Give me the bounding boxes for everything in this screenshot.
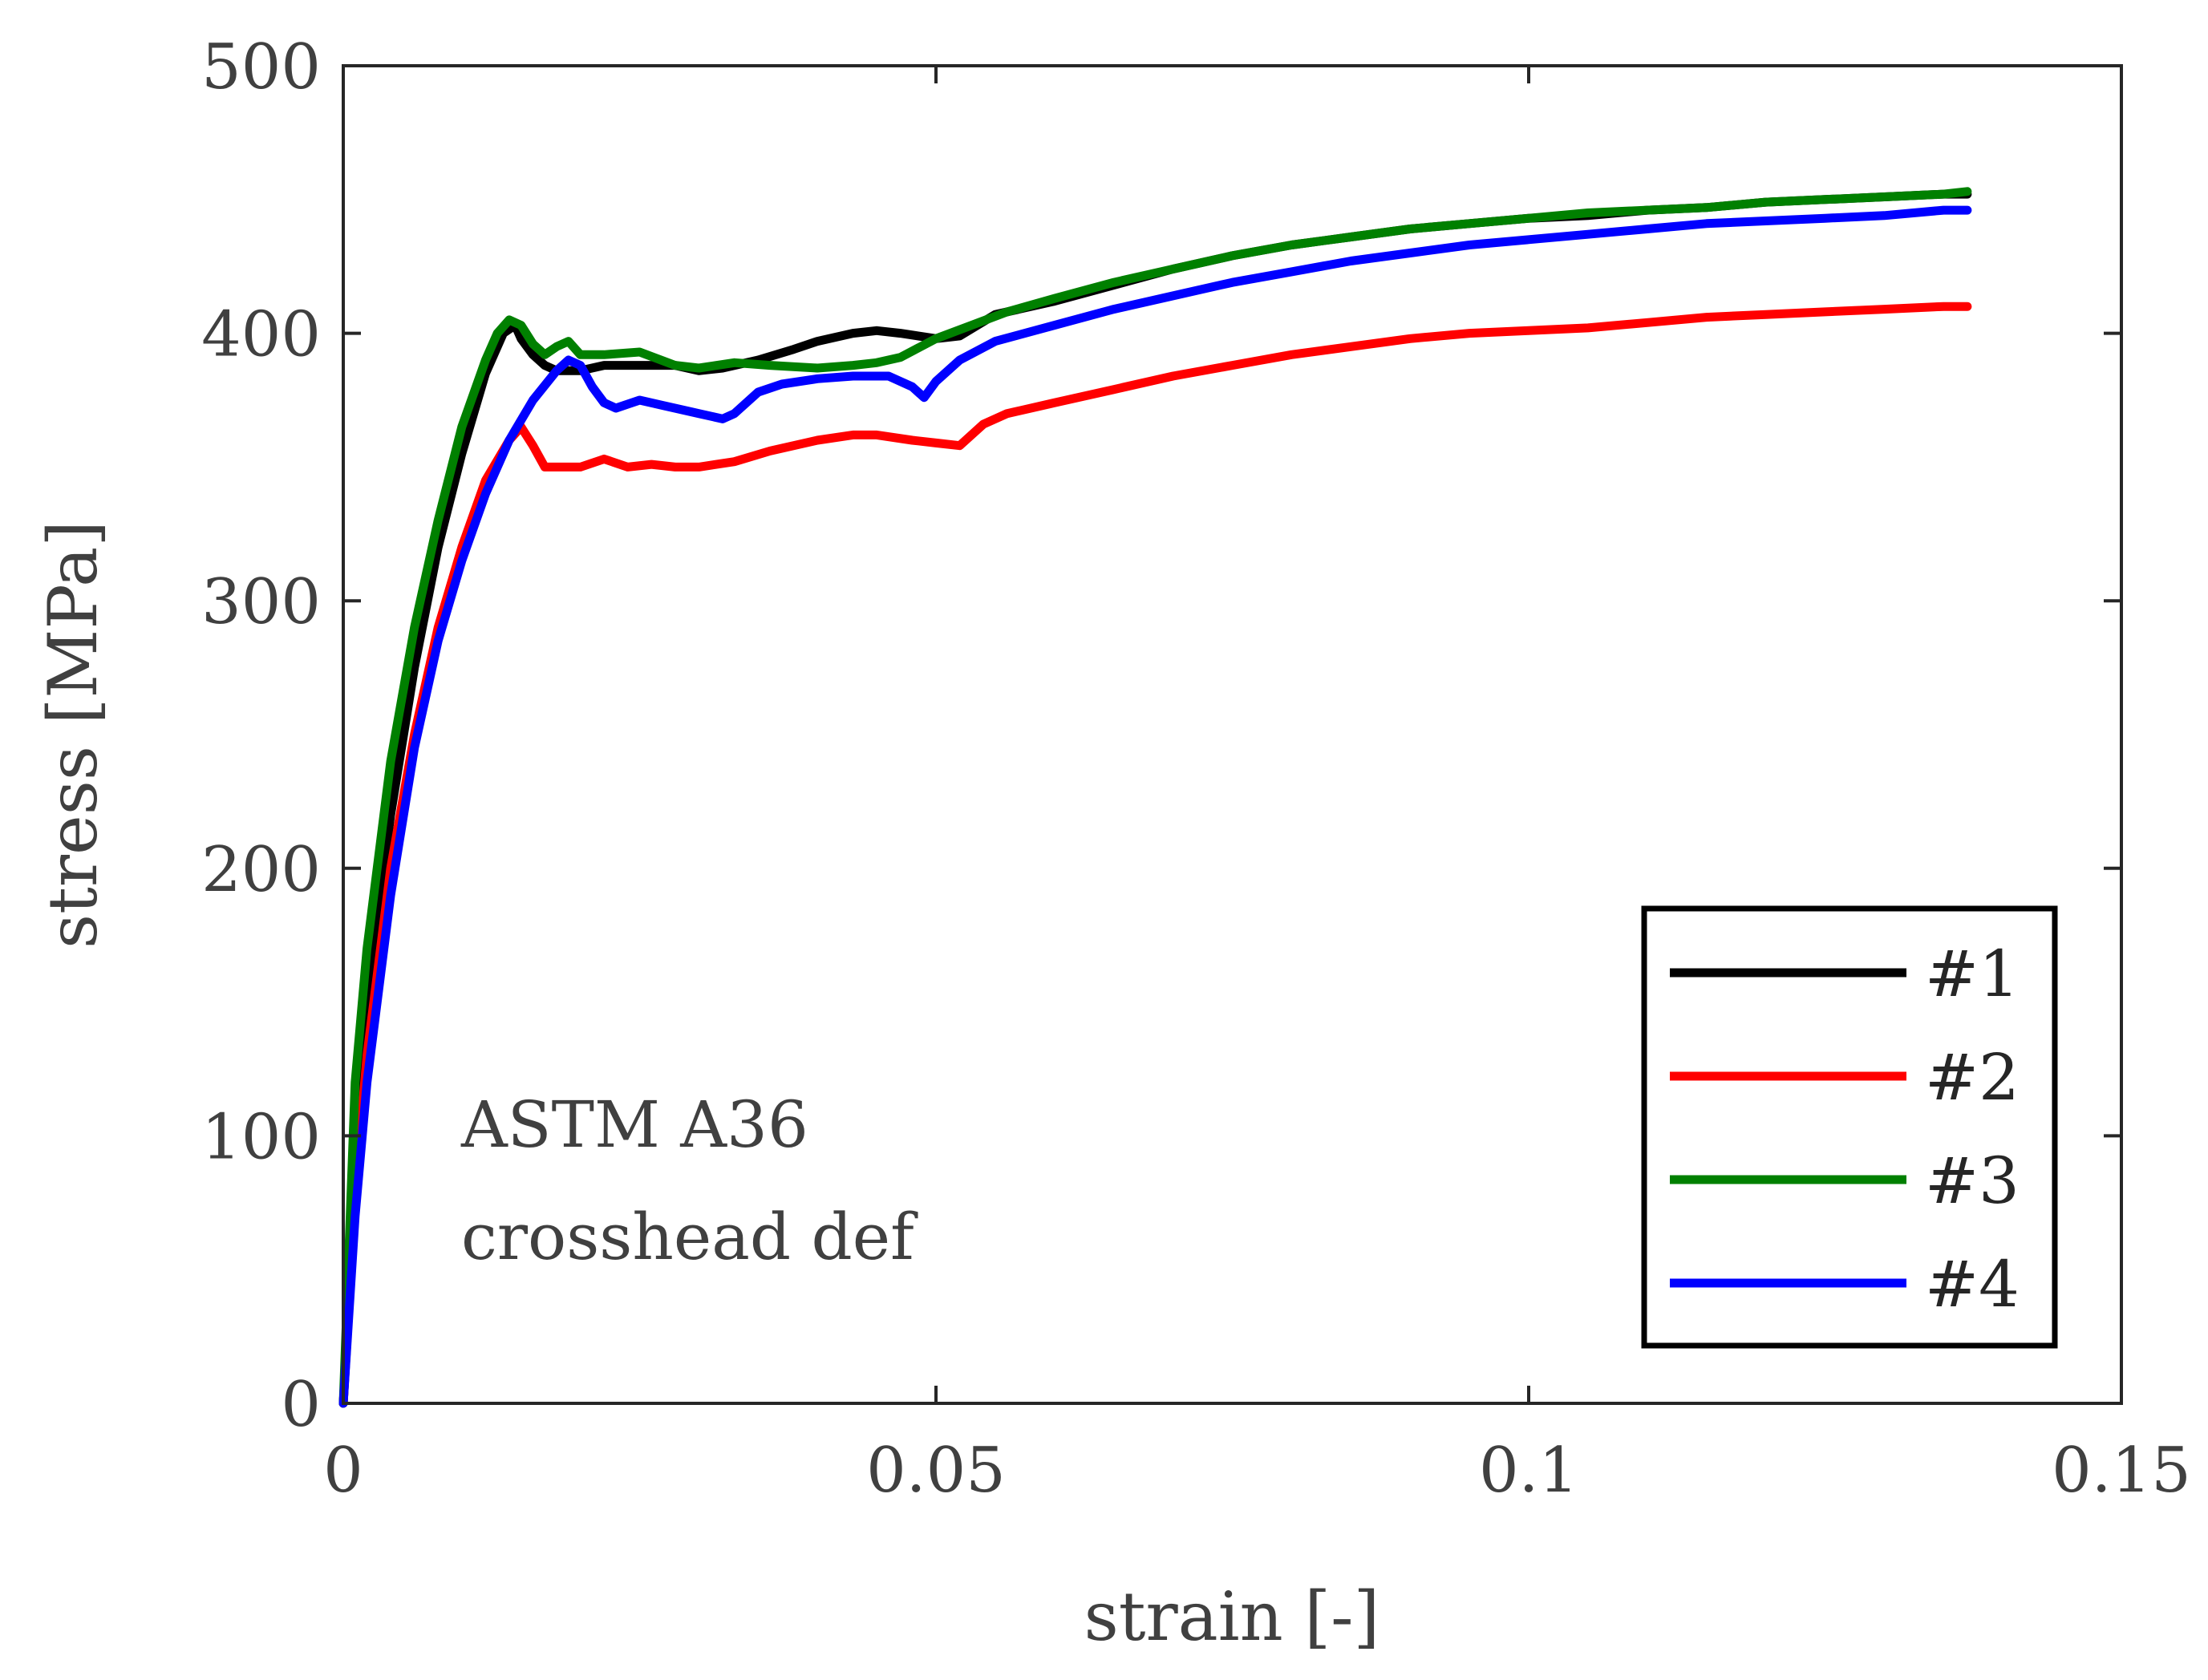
series-layer [338,187,1972,1408]
y-tick-label: 200 [201,834,321,906]
axes-box [342,64,2123,1405]
x-tick-label: 0.1 [1479,1435,1578,1507]
y-tick-label: 400 [201,299,321,371]
legend-label-4: #4 [1925,1247,2020,1322]
legend: #1 #2 #3 #4 [1641,905,2058,1349]
series-line-3 [338,187,1972,1408]
series-line-4 [338,205,1972,1408]
legend-label-1: #1 [1925,937,2020,1011]
legend-label-3: #3 [1925,1144,2020,1218]
x-tick-label: 0 [323,1435,363,1507]
y-tick-label: 0 [281,1369,321,1441]
ticks-layer: 0 0.05 0.1 0.15 0 100 200 300 400 500 [201,31,2191,1507]
x-axis-label: strain [-] [1084,1577,1380,1656]
y-axis-label: stress [MPa] [34,520,112,949]
legend-label-2: #2 [1925,1040,2020,1115]
annotation-method: crosshead def [461,1200,918,1274]
legend-box [1641,905,2058,1349]
x-tick-label: 0.05 [866,1435,1006,1507]
y-tick-label: 300 [201,566,321,638]
x-tick-label: 0.15 [2052,1435,2191,1507]
y-tick-label: 500 [201,31,321,103]
y-tick-label: 100 [201,1101,321,1173]
annotation-material: ASTM A36 [460,1087,808,1162]
